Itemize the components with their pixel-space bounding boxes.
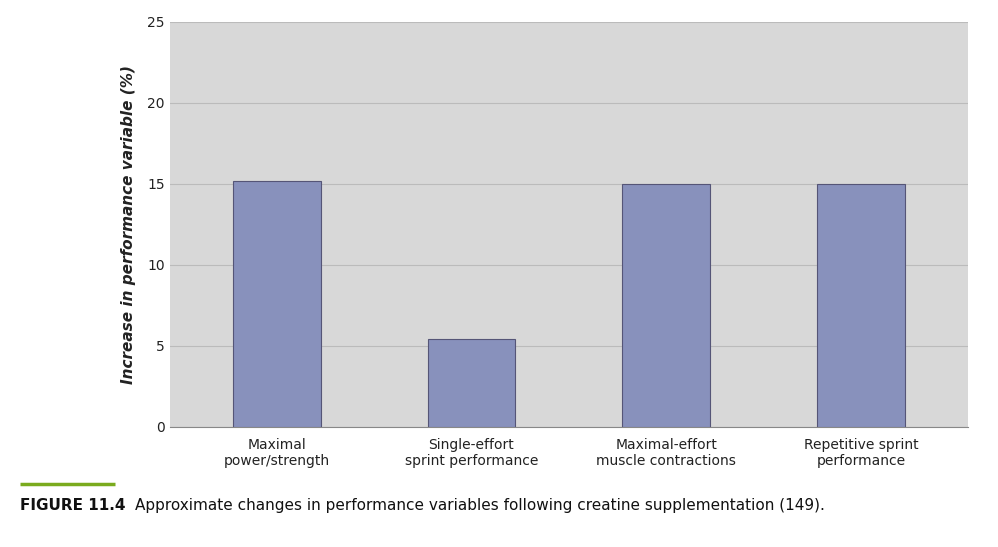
Bar <box>623 184 710 427</box>
Bar <box>428 339 515 427</box>
Text: FIGURE 11.4: FIGURE 11.4 <box>20 498 126 514</box>
Bar <box>233 181 320 427</box>
Text: Approximate changes in performance variables following creatine supplementation : Approximate changes in performance varia… <box>135 498 824 514</box>
Bar <box>817 184 905 427</box>
Y-axis label: Increase in performance variable (%): Increase in performance variable (%) <box>121 65 136 384</box>
